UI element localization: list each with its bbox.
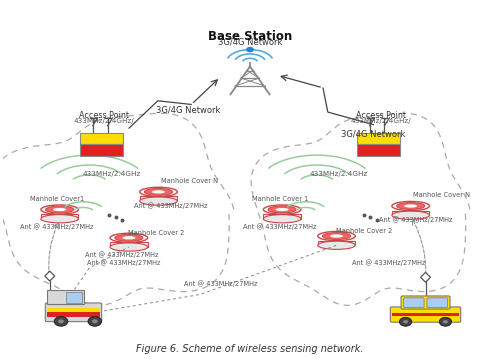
Text: 3G/4G Network: 3G/4G Network <box>218 37 282 46</box>
FancyBboxPatch shape <box>140 196 177 201</box>
Circle shape <box>246 47 254 52</box>
Ellipse shape <box>140 187 177 196</box>
Ellipse shape <box>396 202 425 209</box>
FancyBboxPatch shape <box>318 241 356 245</box>
Polygon shape <box>47 290 84 304</box>
Text: Figure 6. Scheme of wireless sensing network.: Figure 6. Scheme of wireless sensing net… <box>136 344 364 354</box>
Ellipse shape <box>392 201 430 211</box>
Ellipse shape <box>330 234 343 238</box>
Ellipse shape <box>53 208 66 211</box>
Text: Manhole Cover 2: Manhole Cover 2 <box>336 228 392 234</box>
Text: Ant @ 433MHz/27MHz: Ant @ 433MHz/27MHz <box>184 280 257 287</box>
Text: 433MHz/2.4GHz/: 433MHz/2.4GHz/ <box>350 118 412 124</box>
Circle shape <box>440 317 452 326</box>
Text: Manhole Cover N: Manhole Cover N <box>413 192 470 198</box>
Ellipse shape <box>264 215 301 223</box>
Circle shape <box>403 320 408 323</box>
Circle shape <box>92 319 98 323</box>
Ellipse shape <box>115 234 143 241</box>
FancyBboxPatch shape <box>404 298 424 308</box>
Circle shape <box>54 317 68 326</box>
Ellipse shape <box>404 204 417 208</box>
Ellipse shape <box>110 243 148 251</box>
Text: Ant @ 433MHz/27MHz: Ant @ 433MHz/27MHz <box>84 251 158 258</box>
Polygon shape <box>420 272 430 282</box>
Bar <box>357 133 401 144</box>
Text: Ant @ 433MHz/27MHz: Ant @ 433MHz/27MHz <box>243 223 316 230</box>
Text: 433MHz/2.4GHz: 433MHz/2.4GHz <box>310 171 368 177</box>
Ellipse shape <box>318 232 356 241</box>
Ellipse shape <box>392 211 430 219</box>
Ellipse shape <box>268 206 296 213</box>
Text: Ant @ 433MHz/27MHz: Ant @ 433MHz/27MHz <box>379 216 452 223</box>
Ellipse shape <box>41 215 78 223</box>
Polygon shape <box>66 292 82 303</box>
Text: Ant @ 433MHz/27MHz: Ant @ 433MHz/27MHz <box>352 259 425 266</box>
Ellipse shape <box>264 205 301 214</box>
Text: Ant @ 433MHz/27MHz: Ant @ 433MHz/27MHz <box>87 259 160 266</box>
Text: Manhole Cover 1: Manhole Cover 1 <box>252 196 308 202</box>
Ellipse shape <box>46 206 74 213</box>
FancyBboxPatch shape <box>392 211 430 215</box>
Bar <box>357 144 401 156</box>
Bar <box>47 312 100 317</box>
Ellipse shape <box>144 188 172 195</box>
Ellipse shape <box>41 205 78 214</box>
FancyBboxPatch shape <box>390 307 460 322</box>
Bar <box>80 144 124 156</box>
Text: Ant @ 433MHz/27MHz: Ant @ 433MHz/27MHz <box>20 223 94 230</box>
Ellipse shape <box>140 197 177 205</box>
Polygon shape <box>45 271 54 281</box>
Text: 3G/4G Network: 3G/4G Network <box>156 105 220 114</box>
FancyBboxPatch shape <box>41 214 78 219</box>
Text: Manhole Cover1: Manhole Cover1 <box>30 196 84 202</box>
Text: 3G/4G Network: 3G/4G Network <box>342 130 406 139</box>
Ellipse shape <box>152 190 165 194</box>
FancyBboxPatch shape <box>264 214 301 219</box>
Ellipse shape <box>322 233 350 239</box>
Text: Manhole Cover 2: Manhole Cover 2 <box>128 230 184 236</box>
Text: Access Point: Access Point <box>79 111 129 120</box>
Ellipse shape <box>276 208 288 211</box>
Text: Manhole Cover N: Manhole Cover N <box>161 178 218 184</box>
Ellipse shape <box>318 241 356 250</box>
Ellipse shape <box>110 233 148 242</box>
Ellipse shape <box>122 236 136 239</box>
Text: Access Point: Access Point <box>356 111 406 120</box>
Bar <box>47 308 100 312</box>
FancyBboxPatch shape <box>401 296 450 309</box>
Circle shape <box>88 317 102 326</box>
Text: 433MHz/2.4GHz: 433MHz/2.4GHz <box>82 171 140 177</box>
Text: Base Station: Base Station <box>208 31 292 43</box>
Circle shape <box>443 320 448 323</box>
FancyBboxPatch shape <box>46 303 102 322</box>
Circle shape <box>58 319 64 323</box>
Text: 433MHz/2.4GHz/: 433MHz/2.4GHz/ <box>74 118 134 124</box>
Bar <box>392 313 459 316</box>
Text: Ant @ 433MHz/27MHz: Ant @ 433MHz/27MHz <box>134 202 208 209</box>
Circle shape <box>400 317 411 326</box>
Bar <box>80 133 124 144</box>
FancyBboxPatch shape <box>427 298 448 308</box>
FancyBboxPatch shape <box>110 242 148 247</box>
